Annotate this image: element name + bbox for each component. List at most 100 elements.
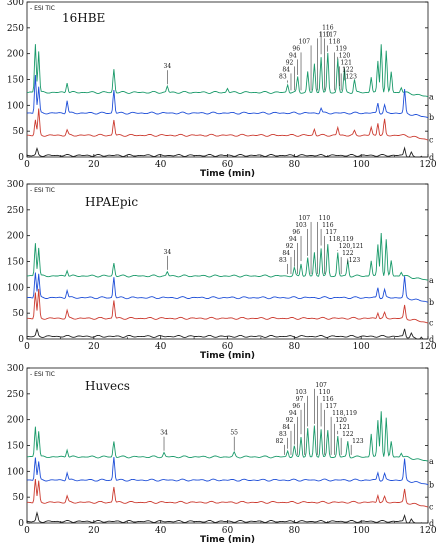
series-label-a: a (429, 93, 434, 102)
peak-label: 117 (325, 403, 337, 410)
series-label-d: d (429, 335, 434, 344)
peak-label: 110 (319, 389, 331, 396)
peak-label: 110 (319, 31, 331, 38)
peak-label: 121 (340, 59, 351, 66)
peak-label: 123 (349, 257, 361, 264)
series-label-a: a (429, 276, 434, 285)
peak-label: 83 (279, 431, 287, 438)
series-trace-d (27, 327, 428, 340)
peak-label: 116 (322, 396, 334, 403)
peak-label: 92 (286, 417, 294, 424)
peak-label: 96 (292, 45, 300, 52)
peak-label: 97 (296, 396, 304, 403)
peak-label: 120 (339, 52, 351, 59)
x-tick-label: 0 (24, 160, 30, 170)
peak-label: 83 (279, 73, 287, 80)
x-axis-label: Time (min) (200, 535, 255, 545)
peak-label: 34 (164, 63, 172, 70)
chart-panel-3: 0 50 100 150 200 250 300 0 20 40 60 80 100 120 Time (m… (7, 364, 437, 545)
peak-label: 82 (276, 438, 284, 445)
series-label-b: b (429, 298, 434, 307)
x-tick-label: 0 (24, 526, 30, 536)
peak-label: 120 (335, 417, 347, 424)
peak-label: 107 (299, 38, 311, 45)
series-label-c: c (429, 135, 434, 144)
y-tick-label: 50 (13, 493, 25, 503)
peak-label: 84 (282, 250, 290, 257)
x-tick-label: 120 (419, 526, 436, 536)
chart-title: 16HBE (62, 11, 105, 25)
x-tick-label: 60 (222, 342, 234, 352)
series-label-d: d (429, 519, 434, 528)
peak-label: 116 (322, 24, 334, 31)
series-trace-a (26, 411, 429, 462)
series-trace-b (26, 74, 429, 119)
series-label-c: c (429, 502, 434, 511)
peak-label: 118 (329, 38, 341, 45)
x-tick-label: 40 (155, 160, 167, 170)
series-trace-d (26, 146, 428, 158)
series-trace-b (26, 272, 429, 303)
y-tick-label: 200 (7, 416, 24, 426)
x-tick-label: 20 (88, 526, 100, 536)
y-tick-label: 300 (7, 180, 24, 190)
peak-label: 117 (325, 229, 337, 236)
peak-label: 123 (352, 438, 364, 445)
series-label-c: c (429, 318, 434, 327)
peak-label: 116 (322, 222, 334, 229)
x-tick-label: 100 (353, 342, 370, 352)
x-tick-label: 120 (419, 342, 436, 352)
y-tick-label: 200 (7, 232, 24, 242)
peak-label: 121 (339, 424, 350, 431)
series-trace-a (26, 232, 429, 281)
chart-title: HPAEpic (85, 195, 138, 209)
peak-label: 122 (342, 66, 354, 73)
peak-label: 110 (319, 215, 331, 222)
peak-label: 55 (230, 430, 238, 437)
x-tick-label: 60 (222, 160, 234, 170)
x-tick-label: 20 (88, 160, 100, 170)
peak-label: 94 (289, 410, 297, 417)
peak-label: 118,119 (329, 236, 354, 243)
series-label-d: d (429, 153, 434, 162)
y-tick-label: 0 (18, 153, 24, 163)
peak-label: 83 (279, 257, 287, 264)
peak-label: 84 (282, 66, 290, 73)
peak-label: 122 (342, 431, 354, 438)
peak-label: 84 (282, 424, 290, 431)
peak-label: 118,119 (332, 410, 357, 417)
x-tick-label: 80 (289, 342, 301, 352)
peak-label: 34 (164, 249, 172, 256)
legend-text: - ESI TIC (30, 187, 55, 194)
y-tick-label: 200 (7, 50, 24, 60)
y-tick-label: 250 (7, 206, 24, 216)
x-axis-label: Time (min) (200, 169, 255, 179)
series-trace-d (27, 511, 428, 524)
series-label-b: b (429, 480, 434, 489)
y-tick-label: 50 (13, 309, 25, 319)
peak-label: 94 (289, 236, 297, 243)
y-tick-label: 300 (7, 0, 24, 8)
chart-title: Huvecs (85, 379, 130, 393)
x-tick-label: 80 (289, 526, 301, 536)
y-tick-label: 300 (7, 364, 24, 374)
y-tick-label: 0 (18, 519, 24, 529)
y-tick-label: 100 (7, 101, 24, 111)
peak-label: 123 (345, 73, 357, 80)
series-trace-a (27, 44, 429, 98)
peak-label: 117 (325, 31, 337, 38)
peak-label: 119 (335, 45, 347, 52)
x-tick-label: 80 (289, 160, 301, 170)
peak-label: 96 (292, 403, 300, 410)
peak-label: 120,121 (339, 243, 364, 250)
legend-text: - ESI TIC (30, 5, 55, 12)
x-axis-label: Time (min) (200, 351, 255, 361)
peak-label: 94 (289, 52, 297, 59)
peak-label: 103 (295, 389, 307, 396)
x-tick-label: 0 (24, 342, 30, 352)
plot-frame (26, 1, 429, 158)
series-trace-c (26, 108, 429, 141)
peak-label: 107 (299, 215, 311, 222)
peak-label: 96 (292, 229, 300, 236)
series-trace-c (27, 288, 429, 324)
